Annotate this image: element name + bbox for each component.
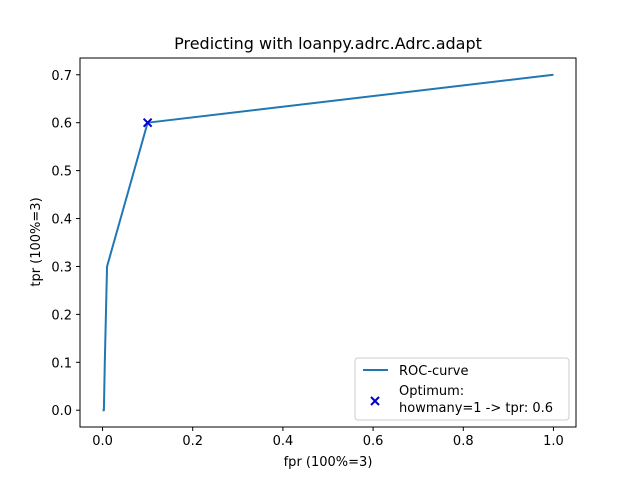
plot-layer	[102, 73, 554, 412]
x-tick-label: 0.0	[92, 434, 113, 449]
x-axis-label: fpr (100%=3)	[284, 455, 373, 470]
y-axis-label: tpr (100%=3)	[29, 197, 44, 286]
y-tick-label: 0.7	[51, 69, 72, 84]
legend-optimum-label-line2: howmany=1 -> tpr: 0.6	[399, 401, 553, 416]
x-tick-label: 0.6	[363, 434, 384, 449]
y-tick-label: 0.6	[51, 117, 72, 132]
chart-title: Predicting with loanpy.adrc.Adrc.adapt	[174, 34, 482, 53]
roc-curve-line	[102, 73, 554, 412]
legend-optimum-label-line1: Optimum:	[399, 384, 464, 399]
y-axis: 0.0 0.1 0.2 0.3 0.4 0.5 0.6 0.7	[51, 69, 80, 419]
y-tick-label: 0.3	[51, 260, 72, 275]
y-tick-label: 0.2	[51, 308, 72, 323]
legend: ROC-curve Optimum: howmany=1 -> tpr: 0.6	[354, 357, 570, 421]
optimum-marker	[142, 117, 153, 128]
x-tick-label: 1.0	[543, 434, 564, 449]
x-tick-label: 0.4	[273, 434, 294, 449]
x-axis: 0.0 0.2 0.4 0.6 0.8 1.0	[92, 427, 564, 449]
y-tick-label: 0.0	[51, 404, 72, 419]
y-tick-label: 0.4	[51, 213, 72, 228]
legend-roc-label: ROC-curve	[399, 364, 468, 379]
optimum-marker-icon	[370, 396, 380, 406]
x-tick-label: 0.2	[182, 434, 203, 449]
x-tick-label: 0.8	[453, 434, 474, 449]
legend-optimum-marker	[370, 396, 380, 406]
legend-box	[354, 357, 570, 421]
y-tick-label: 0.1	[51, 356, 72, 371]
y-tick-label: 0.5	[51, 165, 72, 180]
plot-area	[79, 57, 577, 428]
